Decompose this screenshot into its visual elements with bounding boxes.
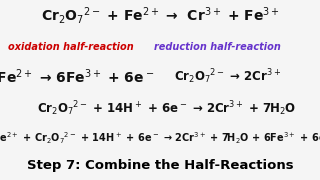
Text: 6Fe$^{2+}$ → 6Fe$^{3+}$ + 6e$^-$: 6Fe$^{2+}$ → 6Fe$^{3+}$ + 6e$^-$	[0, 68, 154, 86]
Text: reduction half-reaction: reduction half-reaction	[154, 42, 281, 52]
Text: Step 7: Combine the Half-Reactions: Step 7: Combine the Half-Reactions	[27, 159, 293, 172]
Text: oxidation half-reaction: oxidation half-reaction	[8, 42, 133, 52]
Text: Cr$_2$O$_7$$^{2-}$ + 14H$^+$ + 6e$^-$ → 2Cr$^{3+}$ + 7H$_2$O: Cr$_2$O$_7$$^{2-}$ + 14H$^+$ + 6e$^-$ → …	[37, 99, 296, 118]
Text: Cr$_2$O$_7$$^{2-}$ + Fe$^{2+}$ →  Cr$^{3+}$ + Fe$^{3+}$: Cr$_2$O$_7$$^{2-}$ + Fe$^{2+}$ → Cr$^{3+…	[41, 4, 279, 26]
Text: Cr$_2$O$_7$$^{2-}$ → 2Cr$^{3+}$: Cr$_2$O$_7$$^{2-}$ → 2Cr$^{3+}$	[174, 68, 281, 86]
Text: 6Fe$^{2+}$ + Cr$_2$O$_7$$^{2-}$ + 14H$^+$ + 6e$^-$ → 2Cr$^{3+}$ + 7H$_2$O + 6Fe$: 6Fe$^{2+}$ + Cr$_2$O$_7$$^{2-}$ + 14H$^+…	[0, 131, 320, 146]
